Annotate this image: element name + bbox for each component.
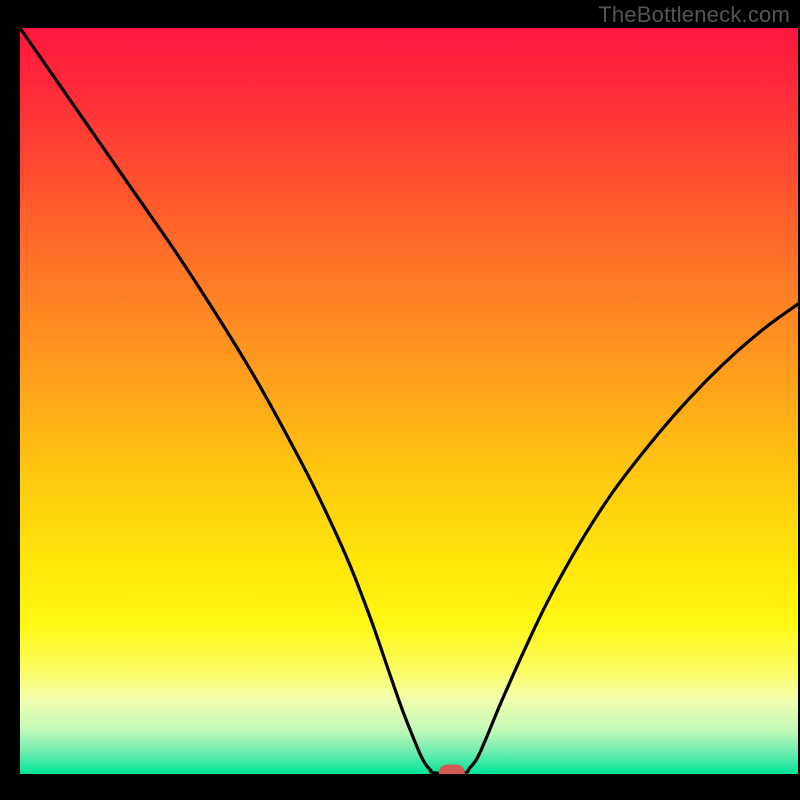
- optimal-point-marker: [439, 765, 465, 781]
- chart-container: TheBottleneck.com: [0, 0, 800, 800]
- watermark-label: TheBottleneck.com: [598, 2, 790, 28]
- plot-background: [20, 28, 798, 774]
- bottleneck-chart: [0, 0, 800, 800]
